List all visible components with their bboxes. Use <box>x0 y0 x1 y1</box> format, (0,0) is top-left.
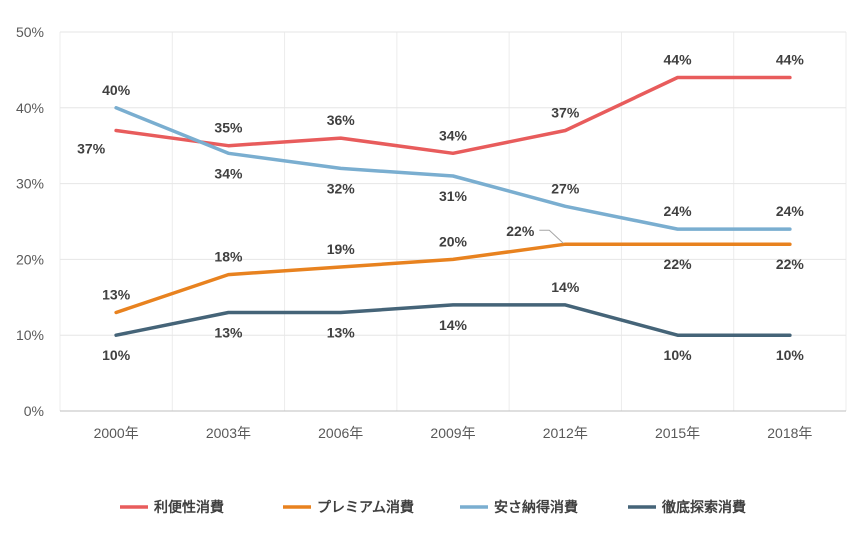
legend-label: 利便性消費 <box>154 499 224 515</box>
data-label: 37% <box>77 141 106 157</box>
y-tick-label: 0% <box>24 403 44 419</box>
data-label: 13% <box>102 286 131 302</box>
legend-label: 徹底探索消費 <box>661 499 746 515</box>
data-label: 22% <box>776 256 805 272</box>
data-label: 44% <box>664 51 693 67</box>
data-label: 35% <box>214 120 243 136</box>
y-tick-label: 50% <box>16 24 44 40</box>
data-label: 31% <box>439 188 468 204</box>
data-label: 24% <box>776 203 805 219</box>
data-label: 10% <box>664 347 693 363</box>
y-tick-label: 30% <box>16 176 44 192</box>
data-label: 24% <box>664 203 693 219</box>
series-line <box>114 75 792 156</box>
series-line <box>114 106 792 231</box>
series-lines <box>114 75 792 337</box>
data-label: 13% <box>327 324 356 340</box>
data-label: 34% <box>439 127 468 143</box>
legend: 利便性消費 プレミアム消費 安さ納得消費 徹底探索消費 <box>120 499 746 515</box>
data-label: 13% <box>214 324 243 340</box>
y-tick-label: 10% <box>16 327 44 343</box>
data-label: 27% <box>551 180 580 196</box>
data-label: 22% <box>506 223 535 239</box>
data-label: 14% <box>439 317 468 333</box>
legend-label: 安さ納得消費 <box>494 499 578 515</box>
x-tick-label: 2012年 <box>543 425 588 441</box>
y-tick-label: 20% <box>16 251 44 267</box>
series-line <box>114 242 792 315</box>
x-tick-label: 2009年 <box>430 425 475 441</box>
data-label: 20% <box>439 233 468 249</box>
x-tick-label: 2000年 <box>94 425 139 441</box>
x-tick-label: 2006年 <box>318 425 363 441</box>
data-label: 34% <box>214 165 243 181</box>
x-tick-label: 2018年 <box>767 425 812 441</box>
leader-line <box>539 229 564 244</box>
series-line <box>114 303 792 337</box>
data-label: 14% <box>551 279 580 295</box>
data-label: 36% <box>327 112 356 128</box>
data-label: 32% <box>327 180 356 196</box>
data-label: 22% <box>664 256 693 272</box>
data-label: 18% <box>214 249 243 265</box>
data-label: 40% <box>102 82 131 98</box>
x-tick-label: 2003年 <box>206 425 251 441</box>
data-label: 10% <box>776 347 805 363</box>
y-tick-label: 40% <box>16 100 44 116</box>
legend-label: プレミアム消費 <box>317 499 414 515</box>
data-label: 44% <box>776 51 805 67</box>
data-labels: 37% 35% 36% 34% 37% 44% 44% 13% 18% 19% 20% 22% 22% 2… <box>77 51 804 363</box>
x-tick-label: 2015年 <box>655 425 700 441</box>
data-label: 10% <box>102 347 131 363</box>
gridlines <box>59 31 847 412</box>
axes: 0% 10% 20% 30% 40% 50% 2000年 2003年 2006年 2009年 201… <box>16 24 812 441</box>
data-label: 19% <box>327 241 356 257</box>
data-label: 37% <box>551 105 580 121</box>
